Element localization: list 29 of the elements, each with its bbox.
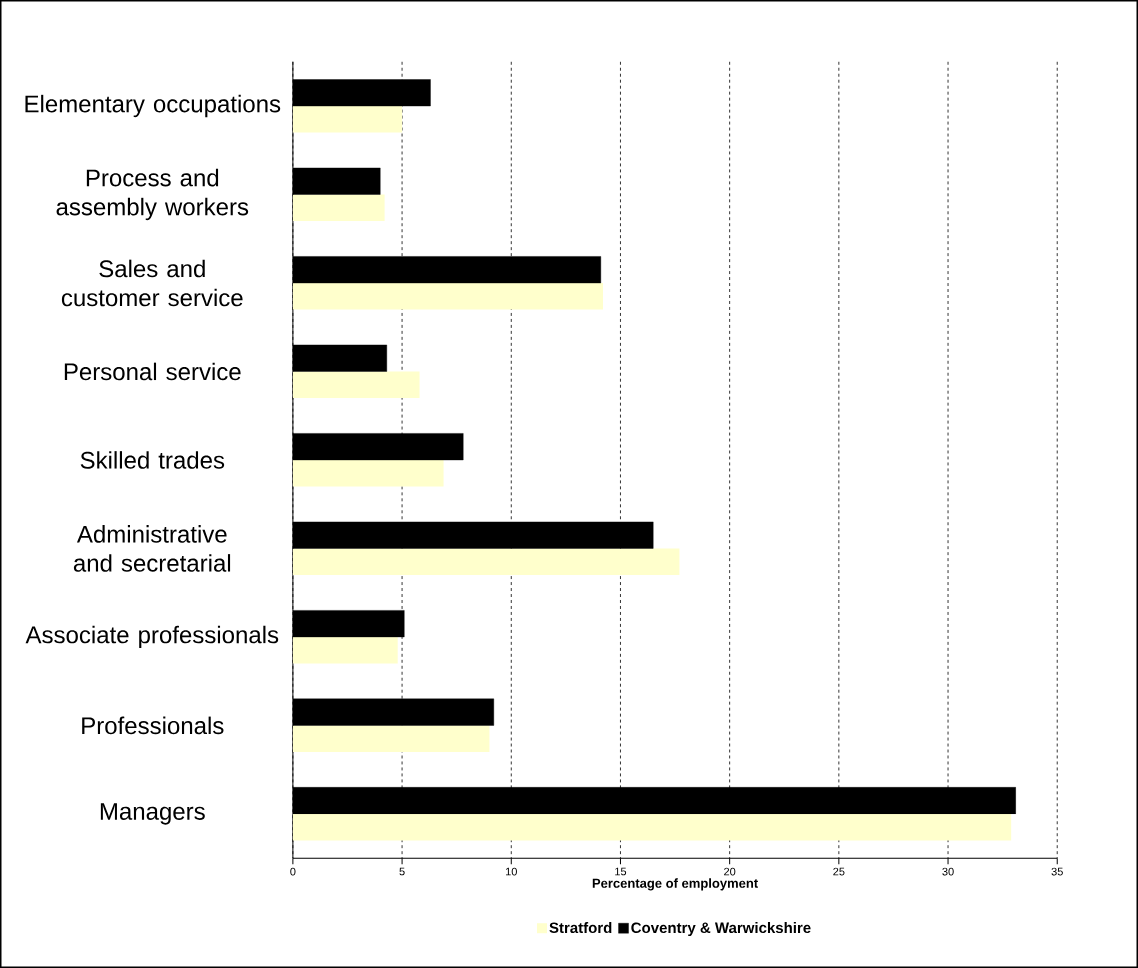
y-tick-label: Associate professionals xyxy=(25,625,279,649)
bar xyxy=(292,636,398,664)
x-tick-label: 10 xyxy=(505,867,517,876)
bar xyxy=(292,194,385,222)
bar xyxy=(292,725,490,752)
x-tick-label: 15 xyxy=(615,867,627,876)
y-tick-label: Managers xyxy=(100,803,205,825)
x-axis-title: Percentage of employment xyxy=(592,878,758,891)
y-tick-label: Professionals xyxy=(82,716,224,735)
bar xyxy=(292,548,680,576)
x-tick-label: 35 xyxy=(1051,867,1063,876)
bar xyxy=(292,106,403,133)
x-tick-label: 25 xyxy=(833,867,845,876)
y-tick-label: Process and assembly workers xyxy=(56,168,249,221)
y-tick-label: Personal service xyxy=(64,362,241,381)
x-tick-label: 30 xyxy=(942,867,954,876)
bar xyxy=(292,371,420,399)
x-tick-label: 5 xyxy=(399,867,405,876)
bar xyxy=(292,283,603,310)
bar xyxy=(292,813,1012,841)
x-tick-label: 0 xyxy=(290,867,296,876)
y-tick-label: Elementary occupations xyxy=(25,94,281,118)
legend-label: Coventry & Warwickshire xyxy=(631,922,811,937)
legend-label: Stratford xyxy=(549,922,612,934)
x-tick-label: 20 xyxy=(724,867,736,876)
y-tick-label: Sales and customer service xyxy=(61,259,243,307)
bar xyxy=(292,459,444,487)
y-tick-label: Skilled trades xyxy=(80,451,225,469)
y-tick-label: Administrative and secretarial xyxy=(73,525,231,572)
